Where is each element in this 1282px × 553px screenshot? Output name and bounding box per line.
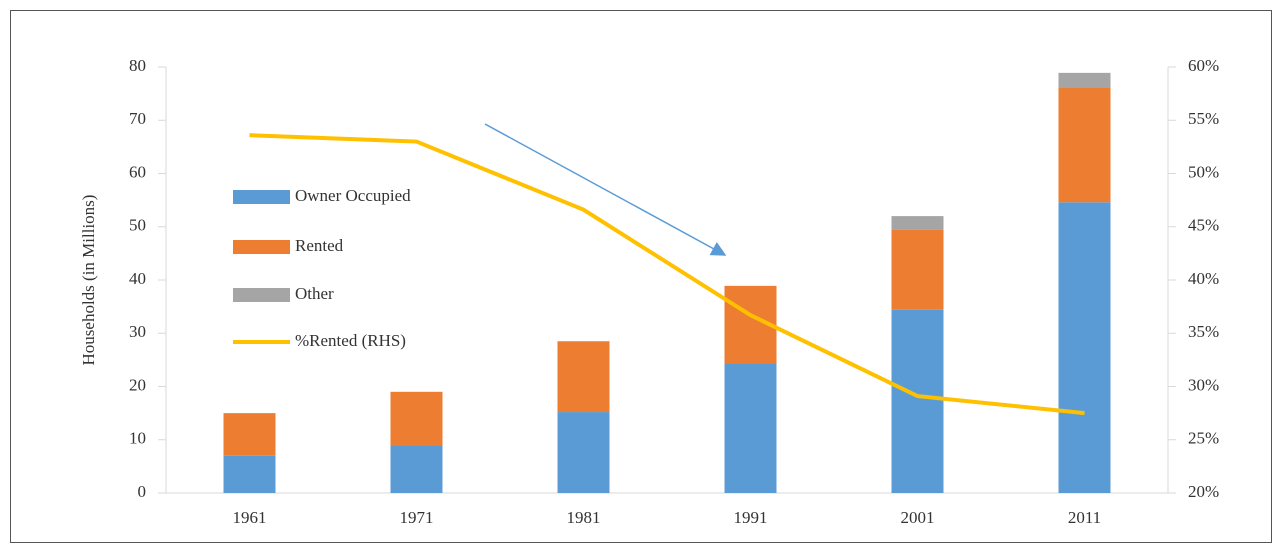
legend-label: %Rented (RHS): [295, 331, 406, 350]
y-axis-title: Households (in Millions): [79, 195, 98, 366]
legend-swatch: [233, 288, 290, 302]
x-tick-label: 1981: [567, 508, 601, 527]
bar: [1058, 72, 1111, 88]
y2-tick-label: 50%: [1188, 162, 1219, 181]
y-tick-label: 60: [129, 162, 146, 181]
bar: [891, 309, 944, 493]
legend-swatch: [233, 240, 290, 254]
y2-tick-label: 20%: [1188, 482, 1219, 501]
bar: [1058, 202, 1111, 493]
bar: [390, 391, 443, 446]
annotation-arrow: [484, 123, 727, 256]
x-tick-label: 2011: [1068, 508, 1101, 527]
y-tick-label: 0: [138, 482, 147, 501]
bar: [557, 341, 610, 413]
y2-tick-label: 35%: [1188, 322, 1219, 341]
bar: [891, 229, 944, 310]
bar: [557, 412, 610, 493]
y-tick-label: 10: [129, 429, 146, 448]
x-tick-label: 1961: [233, 508, 267, 527]
y-tick-label: 40: [129, 269, 146, 288]
bar: [1058, 87, 1111, 203]
bar: [223, 413, 276, 456]
y2-tick-label: 25%: [1188, 429, 1219, 448]
y-tick-label: 70: [129, 109, 146, 128]
x-tick-label: 1991: [734, 508, 768, 527]
y2-tick-label: 30%: [1188, 375, 1219, 394]
y2-tick-label: 55%: [1188, 109, 1219, 128]
x-tick-label: 1971: [400, 508, 434, 527]
legend-label: Other: [295, 284, 334, 303]
y-tick-label: 30: [129, 322, 146, 341]
bar: [390, 445, 443, 493]
bar: [724, 363, 777, 493]
y2-tick-label: 40%: [1188, 269, 1219, 288]
legend-label: Owner Occupied: [295, 186, 411, 205]
legend-label: Rented: [295, 236, 344, 255]
y-tick-label: 80: [129, 56, 146, 75]
bar: [223, 455, 276, 493]
y2-tick-label: 60%: [1188, 56, 1219, 75]
legend-swatch: [233, 190, 290, 204]
line: [249, 133, 1085, 416]
bar: [891, 216, 944, 230]
y2-tick-label: 45%: [1188, 216, 1219, 235]
y-tick-label: 50: [129, 216, 146, 235]
y-tick-label: 20: [129, 375, 146, 394]
x-tick-label: 2001: [901, 508, 935, 527]
